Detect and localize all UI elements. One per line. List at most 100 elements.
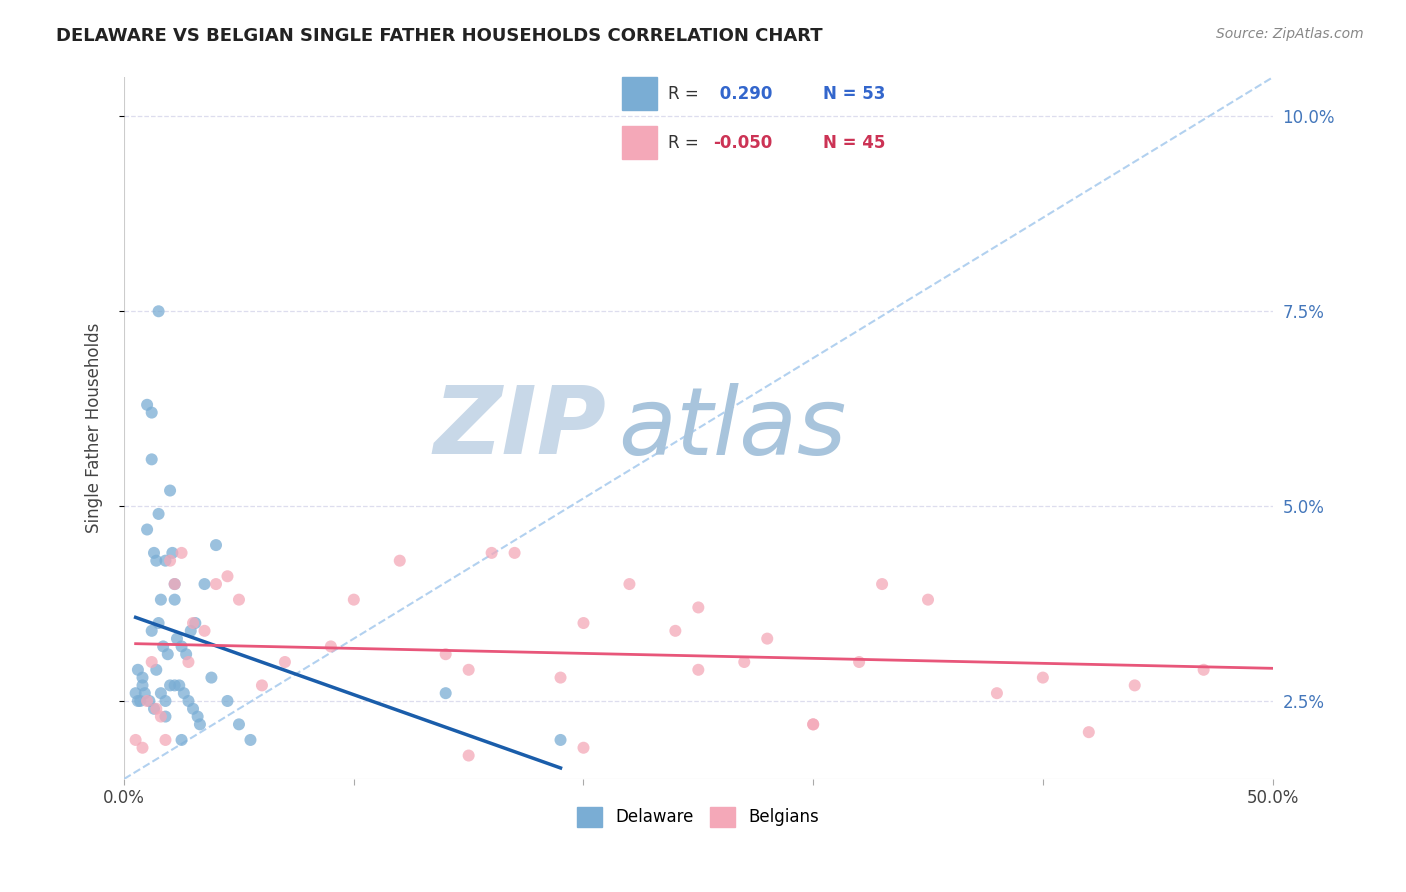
Point — [550, 733, 572, 747]
Point — [848, 655, 870, 669]
Text: ZIP: ZIP — [433, 382, 606, 475]
Point — [148, 507, 170, 521]
Point — [141, 655, 163, 669]
Text: N = 53: N = 53 — [823, 85, 884, 103]
Point — [217, 569, 239, 583]
Point — [188, 717, 211, 731]
Point — [184, 615, 207, 630]
Point — [193, 577, 215, 591]
Point — [801, 717, 824, 731]
Point — [572, 615, 595, 630]
Text: N = 45: N = 45 — [823, 134, 884, 152]
Point — [688, 600, 710, 615]
Point — [1032, 671, 1054, 685]
Point — [181, 615, 204, 630]
Text: -0.050: -0.050 — [714, 134, 773, 152]
Point — [127, 663, 149, 677]
Point — [131, 671, 153, 685]
Point — [801, 717, 824, 731]
Point — [145, 554, 167, 568]
Point — [250, 678, 273, 692]
Point — [434, 686, 457, 700]
Point — [733, 655, 755, 669]
Point — [149, 709, 172, 723]
Bar — [621, 127, 657, 159]
Point — [388, 554, 411, 568]
Point — [217, 694, 239, 708]
Text: 0.290: 0.290 — [714, 85, 772, 103]
Point — [143, 546, 166, 560]
Point — [141, 624, 163, 638]
Point — [205, 538, 228, 552]
Y-axis label: Single Father Households: Single Father Households — [86, 323, 103, 533]
Point — [274, 655, 297, 669]
Point — [1192, 663, 1215, 677]
Point — [141, 452, 163, 467]
Point — [319, 640, 342, 654]
Text: DELAWARE VS BELGIAN SINGLE FATHER HOUSEHOLDS CORRELATION CHART: DELAWARE VS BELGIAN SINGLE FATHER HOUSEH… — [56, 27, 823, 45]
Point — [193, 624, 215, 638]
Point — [187, 709, 209, 723]
Point — [145, 702, 167, 716]
Point — [434, 647, 457, 661]
Point — [572, 740, 595, 755]
Point — [131, 678, 153, 692]
Point — [167, 678, 190, 692]
Point — [619, 577, 641, 591]
Point — [170, 546, 193, 560]
Point — [134, 686, 156, 700]
Point — [141, 406, 163, 420]
Point — [143, 702, 166, 716]
Point — [159, 678, 181, 692]
Text: Source: ZipAtlas.com: Source: ZipAtlas.com — [1216, 27, 1364, 41]
Point — [457, 748, 479, 763]
Point — [163, 592, 186, 607]
Legend: Delaware, Belgians: Delaware, Belgians — [571, 800, 827, 834]
Point — [343, 592, 366, 607]
Point — [136, 523, 159, 537]
Point — [503, 546, 526, 560]
Point — [136, 694, 159, 708]
Point — [124, 686, 146, 700]
Point — [173, 686, 195, 700]
Point — [986, 686, 1008, 700]
Point — [1077, 725, 1099, 739]
Point — [870, 577, 893, 591]
Point — [163, 577, 186, 591]
Point — [664, 624, 686, 638]
Point — [174, 647, 197, 661]
Point — [457, 663, 479, 677]
Point — [149, 592, 172, 607]
Point — [155, 554, 177, 568]
Point — [155, 733, 177, 747]
Point — [181, 702, 204, 716]
Point — [155, 694, 177, 708]
Point — [688, 663, 710, 677]
Text: R =: R = — [668, 134, 699, 152]
Point — [550, 671, 572, 685]
Point — [170, 733, 193, 747]
Bar — [621, 77, 657, 110]
Point — [228, 592, 250, 607]
Point — [127, 694, 149, 708]
Point — [228, 717, 250, 731]
Point — [152, 640, 174, 654]
Point — [177, 655, 200, 669]
Point — [170, 640, 193, 654]
Point — [239, 733, 262, 747]
Point — [180, 624, 202, 638]
Point — [177, 694, 200, 708]
Point — [145, 663, 167, 677]
Point — [131, 740, 153, 755]
Point — [162, 546, 184, 560]
Point — [756, 632, 779, 646]
Point — [148, 615, 170, 630]
Point — [917, 592, 939, 607]
Point — [481, 546, 503, 560]
Point — [138, 694, 160, 708]
Point — [136, 398, 159, 412]
Text: R =: R = — [668, 85, 699, 103]
Text: atlas: atlas — [619, 383, 846, 474]
Point — [166, 632, 188, 646]
Point — [124, 733, 146, 747]
